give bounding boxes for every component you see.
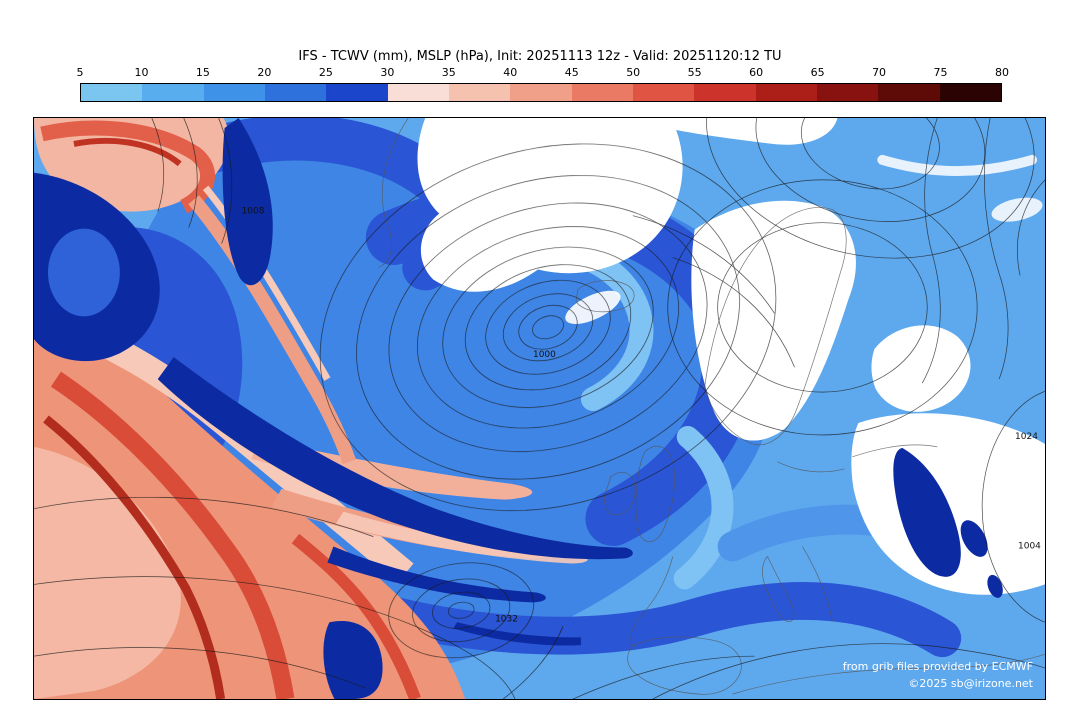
colorbar-segment: [816, 84, 879, 101]
colorbar-wrap: 5 10 15 20 25 30 35 40 45 50 55 60 65 70 75 80: [76, 66, 1010, 102]
tcwv-navy-band-region: [34, 118, 1003, 699]
colorbar-tick-label: 25: [318, 66, 333, 79]
colorbar-segment: [448, 84, 511, 101]
colorbar-segment: [694, 84, 756, 101]
colorbar-tick-label: 30: [380, 66, 395, 79]
colorbar-tick-label: 80: [995, 66, 1009, 79]
attribution-copyright-link[interactable]: ©2025 sb@irizone.net: [908, 676, 1033, 690]
colorbar-tick-label: 40: [503, 66, 518, 79]
colorbar-ticks: 5 10 15 20 25 30 35 40 45 50 55 60 65 70 75 80: [76, 66, 1010, 81]
colorbar-segment: [878, 84, 940, 101]
colorbar-segment: [510, 84, 572, 101]
colorbar-segment: [632, 84, 695, 101]
colorbar-segment: [755, 84, 817, 101]
colorbar-segment: [81, 84, 143, 101]
colorbar-tick-label: 70: [872, 66, 887, 79]
colorbar-segment: [264, 84, 327, 101]
pressure-label: 1000: [533, 350, 556, 360]
colorbar-tick-label: 10: [134, 66, 149, 79]
colorbar-segment: [939, 84, 1001, 101]
pressure-label: 1008: [242, 207, 265, 217]
pressure-label: 1024: [1015, 432, 1038, 442]
colorbar-segment: [571, 84, 633, 101]
map-frame: 1000 1008 1024 1032 1004 from grib files pro…: [33, 117, 1046, 700]
map-title: IFS - TCWV (mm), MSLP (hPa), Init: 20251…: [298, 49, 782, 64]
colorbar-tick-label: 60: [749, 66, 764, 79]
colorbar-tick-label: 55: [687, 66, 702, 79]
colorbar-tick-label: 50: [626, 66, 641, 79]
colorbar-segment: [326, 84, 388, 101]
attribution-source: from grib files provided by ECMWF: [842, 659, 1033, 673]
colorbar-tick-label: 5: [76, 66, 84, 79]
colorbar-tick-label: 65: [810, 66, 825, 79]
colorbar-tick-label: 45: [564, 66, 579, 79]
isobar-contours: [34, 118, 1045, 699]
coastlines: [378, 118, 1045, 695]
colorbar-tick-label: 15: [195, 66, 210, 79]
colorbar-tick-label: 20: [257, 66, 272, 79]
colorbar-segment: [203, 84, 265, 101]
colorbar-segment: [387, 84, 449, 101]
colorbar-tick-label: 75: [933, 66, 948, 79]
colorbar-tick-label: 35: [441, 66, 456, 79]
colorbar: [80, 83, 1002, 102]
attribution: from grib files provided by ECMWF ©2025 …: [843, 658, 1033, 692]
colorbar-segment: [142, 84, 204, 101]
pressure-label: 1032: [495, 614, 518, 624]
weather-map-canvas: 1000 1008 1024 1032 1004: [34, 118, 1045, 699]
pressure-label: 1004: [1018, 542, 1041, 552]
